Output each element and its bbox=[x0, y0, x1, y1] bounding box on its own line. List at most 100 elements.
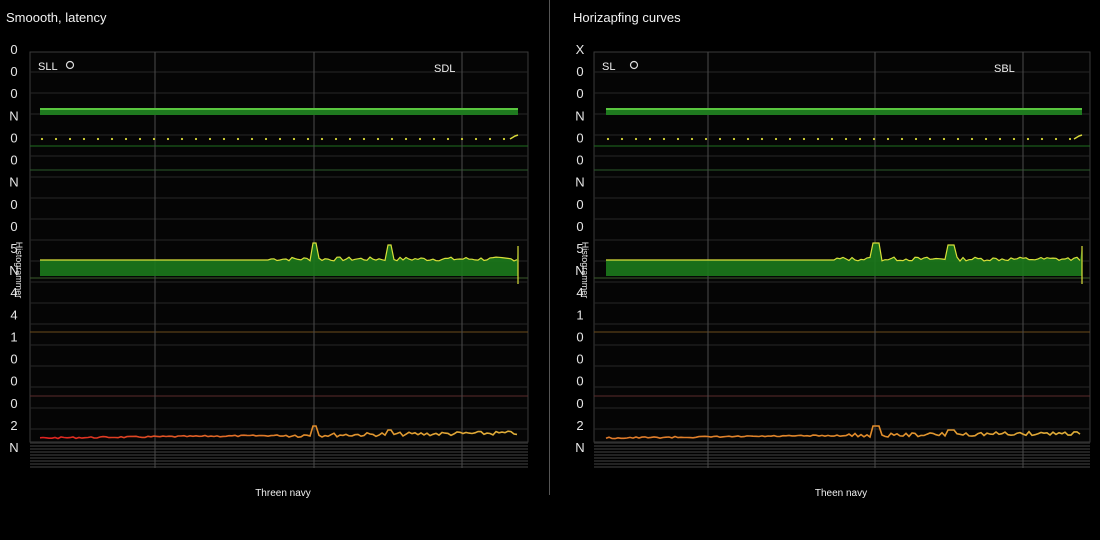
series-bottom-line bbox=[39, 425, 518, 440]
y-tick-label: X bbox=[576, 42, 585, 57]
y-tick-label: 2 bbox=[576, 418, 583, 433]
y-tick-label: N bbox=[9, 263, 18, 278]
x-axis-label: Threen navy bbox=[255, 488, 311, 499]
data-point bbox=[264, 137, 268, 141]
y-tick-label: 0 bbox=[10, 374, 17, 389]
data-point bbox=[1012, 137, 1016, 141]
data-point bbox=[956, 137, 960, 141]
bottom-band bbox=[30, 442, 528, 468]
series-line bbox=[39, 425, 518, 440]
data-point bbox=[404, 137, 408, 141]
data-point bbox=[488, 137, 492, 141]
y-tick-label: 5 bbox=[576, 241, 583, 256]
y-tick-label: N bbox=[575, 263, 584, 278]
data-point bbox=[334, 137, 338, 141]
y-axis-label: Histogrammer bbox=[14, 242, 24, 299]
y-tick-label: 0 bbox=[10, 86, 17, 101]
data-point bbox=[446, 137, 450, 141]
data-point bbox=[124, 137, 128, 141]
legend-entry-label: SLL bbox=[38, 61, 58, 73]
data-point bbox=[222, 137, 226, 141]
data-point bbox=[830, 137, 834, 141]
series-line bbox=[606, 242, 1081, 262]
data-point bbox=[250, 137, 254, 141]
data-point bbox=[292, 137, 296, 141]
data-point bbox=[54, 137, 58, 141]
data-point bbox=[648, 137, 652, 141]
data-point bbox=[432, 137, 436, 141]
circle-icon bbox=[65, 60, 75, 70]
data-point bbox=[732, 137, 736, 141]
legend: SL SBL bbox=[602, 60, 1015, 75]
x-axis-label: Theen navy bbox=[815, 488, 867, 499]
y-tick-label: 0 bbox=[576, 86, 583, 101]
y-tick-label: 5 bbox=[10, 241, 17, 256]
data-point bbox=[348, 137, 352, 141]
series-line bbox=[509, 134, 519, 140]
data-point bbox=[110, 137, 114, 141]
data-point bbox=[236, 137, 240, 141]
y-tick-label: N bbox=[575, 108, 584, 123]
data-point bbox=[180, 137, 184, 141]
data-point bbox=[502, 137, 506, 141]
series-middle-band bbox=[40, 242, 519, 284]
data-point bbox=[662, 137, 666, 141]
data-point bbox=[704, 137, 708, 141]
band-fill bbox=[40, 243, 518, 276]
legend-entry-label: SBL bbox=[994, 63, 1015, 75]
series-bottom-line bbox=[605, 425, 1081, 440]
data-point bbox=[760, 137, 764, 141]
data-point bbox=[802, 137, 806, 141]
y-tick-label: 0 bbox=[10, 396, 17, 411]
data-point bbox=[474, 137, 478, 141]
y-tick-label: N bbox=[575, 440, 584, 455]
data-point bbox=[718, 137, 722, 141]
band-fill bbox=[606, 108, 1082, 115]
data-point bbox=[1040, 137, 1044, 141]
data-point bbox=[788, 137, 792, 141]
y-tick-label: 0 bbox=[576, 352, 583, 367]
y-ticks: 0 0 0 N 0 0 N 0 0 5 N 4 4 1 0 0 0 2 N bbox=[9, 42, 18, 455]
chart-title: Horizapfing curves bbox=[573, 10, 681, 25]
y-tick-label: N bbox=[575, 175, 584, 190]
band-fill bbox=[606, 243, 1082, 276]
chart-title: Smoooth, latency bbox=[6, 10, 107, 25]
series-top-band bbox=[606, 108, 1082, 115]
data-point bbox=[872, 137, 876, 141]
data-point bbox=[152, 137, 156, 141]
legend: SLL SDL bbox=[38, 60, 455, 75]
y-tick-label: N bbox=[9, 108, 18, 123]
y-tick-label: 2 bbox=[10, 418, 17, 433]
data-point bbox=[620, 137, 624, 141]
band-fill bbox=[40, 108, 518, 115]
series-top-band bbox=[40, 108, 518, 115]
series-line bbox=[40, 242, 518, 262]
y-tick-label: 1 bbox=[10, 329, 17, 344]
data-point bbox=[900, 137, 904, 141]
y-tick-label: 0 bbox=[10, 64, 17, 79]
left-chart-panel: Smoooth, latency 0 0 0 N 0 0 N 0 0 5 N 4 4 1 0 0 0 2 N Hist… bbox=[6, 10, 529, 499]
y-tick-label: 0 bbox=[10, 42, 17, 57]
bottom-band bbox=[594, 442, 1090, 468]
y-tick-label: 0 bbox=[10, 197, 17, 212]
data-point bbox=[844, 137, 848, 141]
y-tick-label: 1 bbox=[576, 307, 583, 322]
data-point bbox=[320, 137, 324, 141]
data-point bbox=[1026, 137, 1030, 141]
series-dots bbox=[40, 134, 519, 141]
data-point bbox=[68, 137, 72, 141]
y-tick-label: 4 bbox=[10, 307, 17, 322]
data-point bbox=[634, 137, 638, 141]
right-chart-panel: Horizapfing curves X 0 0 N 0 0 N 0 0 5 N 4 1 0 0 0 0 2 N Hi… bbox=[550, 0, 1100, 540]
series-line bbox=[1073, 134, 1083, 140]
y-tick-label: N bbox=[9, 175, 18, 190]
data-point bbox=[690, 137, 694, 141]
data-point bbox=[970, 137, 974, 141]
data-point bbox=[376, 137, 380, 141]
y-tick-label: 0 bbox=[576, 130, 583, 145]
plot-area bbox=[29, 51, 529, 443]
series-middle-band bbox=[606, 242, 1083, 284]
data-point bbox=[166, 137, 170, 141]
